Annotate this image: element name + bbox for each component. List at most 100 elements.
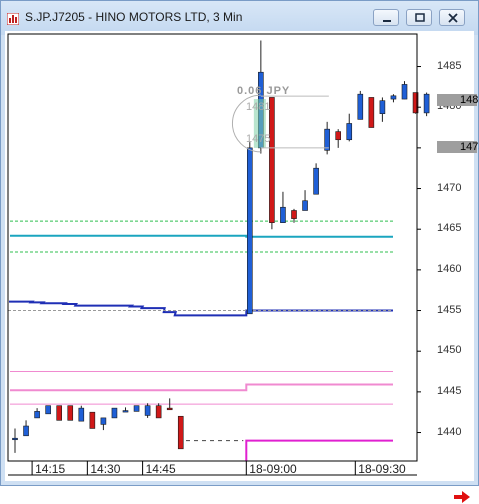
time-axis-label: 14:45	[145, 462, 176, 476]
candle-24	[335, 129, 342, 148]
candle-30	[401, 81, 408, 100]
candle-2	[34, 408, 40, 419]
candle-23	[324, 121, 330, 155]
minimize-button[interactable]	[373, 9, 399, 26]
candle-6	[78, 405, 85, 422]
time-axis-label: 14:15	[35, 462, 66, 476]
candle-body-7	[89, 411, 96, 429]
candle-body-25	[346, 123, 353, 141]
candle-26	[357, 90, 364, 120]
candle-27	[368, 97, 375, 128]
candle-body-31	[412, 92, 419, 114]
measure-delta-label: 0.06 JPY	[237, 85, 291, 97]
measure-range-rect	[253, 99, 266, 148]
magenta-level-line	[245, 439, 393, 461]
time-axis-label: 14:30	[90, 462, 121, 476]
candle-12	[144, 403, 151, 418]
price-axis-label: 1445	[437, 384, 462, 397]
red-arrow-right-icon[interactable]	[453, 490, 471, 504]
price-axis-label: 1455	[437, 303, 462, 316]
candle-body-32	[423, 93, 430, 114]
candle-body-29	[390, 95, 397, 100]
candle-7	[89, 411, 96, 429]
measure-lower-label: 1475	[246, 133, 271, 145]
candle-body-16	[247, 147, 253, 315]
candle-16	[247, 142, 253, 315]
candle-body-19	[280, 206, 286, 223]
title-bar[interactable]: S.JP.J7205 - HINO MOTORS LTD, 3 Min	[1, 1, 478, 35]
plot-frame	[7, 33, 418, 462]
candle-4	[56, 405, 63, 421]
maximize-icon	[415, 13, 425, 22]
candle-body-8	[100, 417, 107, 425]
candle-body-22	[313, 167, 319, 195]
price-axis-label: 1485	[437, 59, 462, 72]
chart-area[interactable]: 1485148014751470146514601455145014451440…	[5, 31, 479, 503]
candle-10	[122, 407, 129, 413]
candle-body-28	[379, 100, 386, 115]
measure-upper-label: 1481	[246, 101, 271, 113]
candle-body-18	[269, 97, 275, 223]
candle-body-13	[155, 405, 162, 419]
candle-body-6	[78, 407, 85, 422]
time-axis-label: 18-09:30	[358, 462, 406, 476]
candle-body-11	[133, 405, 140, 412]
candle-body-27	[368, 97, 375, 128]
candle-0	[12, 428, 18, 453]
candle-5	[67, 405, 74, 421]
candle-18	[269, 97, 275, 230]
candle-body-0	[12, 437, 18, 441]
candle-19	[280, 191, 286, 223]
candle-body-9	[111, 407, 118, 419]
candle-29	[390, 94, 397, 103]
candle-body-15	[177, 415, 184, 450]
candle-28	[379, 97, 386, 122]
candle-21	[302, 190, 308, 211]
candle-body-1	[23, 425, 29, 437]
candle-15	[177, 415, 184, 450]
vwap-line	[9, 300, 393, 317]
reference-price-badge: 1475	[437, 141, 479, 153]
candle-body-20	[291, 210, 297, 219]
candle-body-21	[302, 200, 308, 211]
candle-body-10	[122, 410, 129, 413]
price-chart[interactable]	[5, 31, 474, 481]
candle-body-5	[67, 405, 74, 421]
candle-22	[313, 163, 319, 195]
chart-app-icon[interactable]	[6, 12, 20, 26]
price-axis-label: 1465	[437, 222, 462, 235]
candle-body-12	[144, 405, 151, 416]
candle-1	[23, 420, 29, 437]
candle-body-14	[166, 407, 173, 411]
candle-8	[100, 417, 107, 431]
candle-3	[45, 405, 51, 415]
price-axis-label: 1460	[437, 262, 462, 275]
maximize-button[interactable]	[406, 9, 432, 26]
minimize-icon	[383, 20, 391, 22]
price-axis-label: 1470	[437, 181, 462, 194]
close-icon	[448, 13, 458, 23]
candle-11	[133, 405, 140, 412]
candle-body-24	[335, 131, 342, 141]
candle-body-4	[56, 405, 63, 421]
time-axis-label: 18-09:00	[249, 462, 297, 476]
candle-14	[166, 398, 173, 411]
close-button[interactable]	[439, 9, 465, 26]
measure-arc	[232, 94, 261, 153]
candle-body-26	[357, 93, 364, 120]
candle-31	[412, 92, 419, 114]
window-title: S.JP.J7205 - HINO MOTORS LTD, 3 Min	[25, 10, 243, 24]
pink-mid-line	[10, 383, 393, 392]
candle-20	[291, 208, 297, 223]
price-axis-label: 1440	[437, 425, 462, 438]
candle-body-2	[34, 411, 40, 419]
candle-32	[423, 92, 430, 117]
candle-body-3	[45, 405, 51, 415]
candle-body-30	[401, 84, 408, 100]
price-axis-label: 1450	[437, 344, 462, 357]
candle-body-23	[324, 128, 330, 151]
candle-9	[111, 407, 118, 419]
cyan-level-line	[10, 234, 393, 238]
candle-25	[346, 113, 353, 142]
